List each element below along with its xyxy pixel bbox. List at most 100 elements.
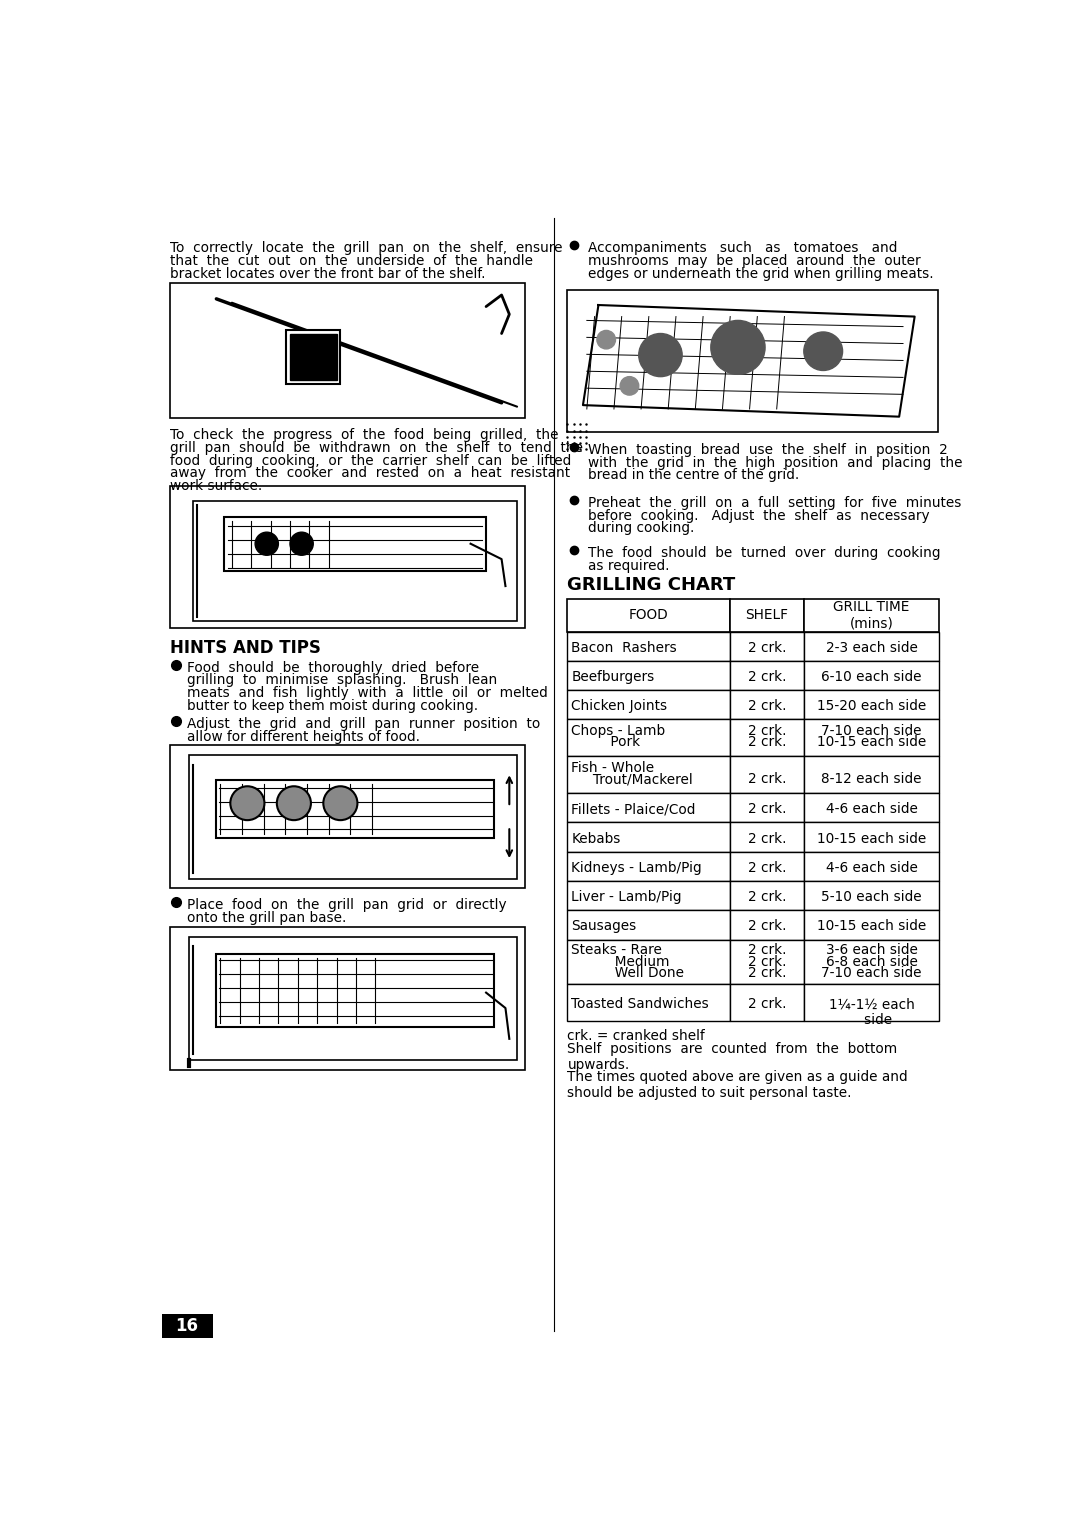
Text: 2 crk.: 2 crk.	[747, 640, 786, 654]
Text: 6-10 each side: 6-10 each side	[822, 669, 922, 685]
Text: 1¼-1½ each
   side: 1¼-1½ each side	[828, 998, 915, 1027]
Bar	[730, 756, 804, 793]
Bar	[730, 882, 804, 911]
Text: Chops - Lamb: Chops - Lamb	[571, 724, 665, 738]
Text: When  toasting  bread  use  the  shelf  in  position  2: When toasting bread use the shelf in pos…	[588, 443, 947, 457]
Bar	[567, 660, 730, 691]
Text: 2 crk.: 2 crk.	[747, 735, 786, 749]
Text: 2 crk.: 2 crk.	[747, 831, 786, 845]
Text: 5-10 each side: 5-10 each side	[821, 891, 922, 905]
Circle shape	[804, 332, 842, 370]
Bar	[170, 486, 525, 628]
Text: The times quoted above are given as a guide and
should be adjusted to suit perso: The times quoted above are given as a gu…	[567, 1070, 908, 1100]
Bar	[730, 911, 804, 940]
Bar	[286, 330, 340, 384]
Text: that  the  cut  out  on  the  underside  of  the  handle: that the cut out on the underside of the…	[170, 254, 532, 267]
Text: mushrooms  may  be  placed  around  the  outer: mushrooms may be placed around the outer	[588, 254, 920, 267]
Bar	[567, 793, 730, 822]
Bar	[567, 756, 730, 793]
Bar	[804, 720, 940, 756]
Text: grill  pan  should  be  withdrawn  on  the  shelf  to  tend  the: grill pan should be withdrawn on the she…	[170, 442, 583, 455]
Bar	[730, 631, 804, 660]
Circle shape	[276, 787, 311, 821]
Text: SHELF: SHELF	[745, 608, 788, 622]
Bar	[730, 851, 804, 882]
Text: HINTS AND TIPS: HINTS AND TIPS	[170, 639, 321, 657]
Text: with  the  grid  in  the  high  position  and  placing  the: with the grid in the high position and p…	[588, 455, 962, 469]
Bar	[804, 984, 940, 1021]
Text: before  cooking.   Adjust  the  shelf  as  necessary: before cooking. Adjust the shelf as nece…	[588, 509, 929, 523]
Text: food  during  cooking,  or  the  carrier  shelf  can  be  lifted: food during cooking, or the carrier shel…	[170, 454, 571, 468]
Bar	[567, 984, 730, 1021]
Text: edges or underneath the grid when grilling meats.: edges or underneath the grid when grilli…	[588, 266, 933, 281]
Bar	[804, 691, 940, 720]
Text: work surface.: work surface.	[170, 480, 262, 494]
Text: Fish - Whole: Fish - Whole	[571, 761, 654, 775]
Text: Food  should  be  thoroughly  dried  before: Food should be thoroughly dried before	[187, 660, 480, 675]
Bar	[567, 631, 730, 660]
Circle shape	[230, 787, 265, 821]
Text: butter to keep them moist during cooking.: butter to keep them moist during cooking…	[187, 698, 478, 714]
Text: grilling  to  minimise  splashing.   Brush  lean: grilling to minimise splashing. Brush le…	[187, 674, 497, 688]
Bar	[170, 284, 525, 419]
Bar	[804, 756, 940, 793]
Text: bracket locates over the front bar of the shelf.: bracket locates over the front bar of th…	[170, 266, 485, 281]
Circle shape	[255, 532, 279, 555]
Bar	[567, 599, 730, 631]
Text: Sausages: Sausages	[571, 920, 636, 934]
Text: 3-6 each side: 3-6 each side	[826, 943, 918, 958]
Circle shape	[597, 330, 616, 348]
Circle shape	[291, 532, 313, 555]
Text: 7-10 each side: 7-10 each side	[822, 724, 922, 738]
Text: during cooking.: during cooking.	[588, 521, 694, 535]
Circle shape	[323, 787, 357, 821]
Text: 10-15 each side: 10-15 each side	[816, 920, 927, 934]
Text: onto the grill pan base.: onto the grill pan base.	[187, 911, 347, 924]
Bar	[730, 940, 804, 984]
Polygon shape	[583, 306, 915, 417]
Text: crk. = cranked shelf: crk. = cranked shelf	[567, 1028, 705, 1042]
Bar	[804, 851, 940, 882]
Text: Toasted Sandwiches: Toasted Sandwiches	[571, 998, 710, 1012]
Text: meats  and  fish  lightly  with  a  little  oil  or  melted: meats and fish lightly with a little oil…	[187, 686, 548, 700]
Text: 15-20 each side: 15-20 each side	[816, 700, 927, 714]
Text: 2 crk.: 2 crk.	[747, 802, 786, 816]
Text: To  check  the  progress  of  the  food  being  grilled,  the: To check the progress of the food being …	[170, 428, 558, 442]
Text: 2 crk.: 2 crk.	[747, 724, 786, 738]
Text: GRILL TIME
(mins): GRILL TIME (mins)	[834, 601, 909, 631]
Bar	[225, 516, 486, 570]
Text: Shelf  positions  are  counted  from  the  bottom
upwards.: Shelf positions are counted from the bot…	[567, 1042, 897, 1073]
Text: Trout/Mackerel: Trout/Mackerel	[571, 773, 693, 787]
Text: Steaks - Rare: Steaks - Rare	[571, 943, 662, 958]
Bar	[730, 691, 804, 720]
Text: 2 crk.: 2 crk.	[747, 773, 786, 787]
Text: Accompaniments   such   as   tomatoes   and: Accompaniments such as tomatoes and	[588, 241, 897, 255]
Text: 10-15 each side: 10-15 each side	[816, 735, 927, 749]
Text: 2 crk.: 2 crk.	[747, 700, 786, 714]
Text: Bacon  Rashers: Bacon Rashers	[571, 640, 677, 654]
Bar	[189, 937, 517, 1060]
Bar	[804, 660, 940, 691]
Text: 7-10 each side: 7-10 each side	[822, 966, 922, 981]
Text: 2-3 each side: 2-3 each side	[826, 640, 918, 654]
Text: 2 crk.: 2 crk.	[747, 966, 786, 981]
Bar	[730, 984, 804, 1021]
Text: Pork: Pork	[571, 735, 640, 749]
Text: FOOD: FOOD	[629, 608, 669, 622]
Bar	[804, 631, 940, 660]
Text: as required.: as required.	[588, 559, 670, 573]
Bar	[804, 822, 940, 851]
Bar	[216, 953, 494, 1027]
Circle shape	[711, 321, 765, 374]
Text: To  correctly  locate  the  grill  pan  on  the  shelf,  ensure: To correctly locate the grill pan on the…	[170, 241, 563, 255]
Bar	[567, 720, 730, 756]
Bar	[567, 940, 730, 984]
Bar	[730, 599, 804, 631]
Text: 6-8 each side: 6-8 each side	[826, 955, 918, 969]
Text: 10-15 each side: 10-15 each side	[816, 831, 927, 845]
Text: 2 crk.: 2 crk.	[747, 998, 786, 1012]
Bar	[567, 882, 730, 911]
Text: 2 crk.: 2 crk.	[747, 891, 786, 905]
Bar	[291, 333, 337, 380]
Text: bread in the centre of the grid.: bread in the centre of the grid.	[588, 468, 799, 483]
